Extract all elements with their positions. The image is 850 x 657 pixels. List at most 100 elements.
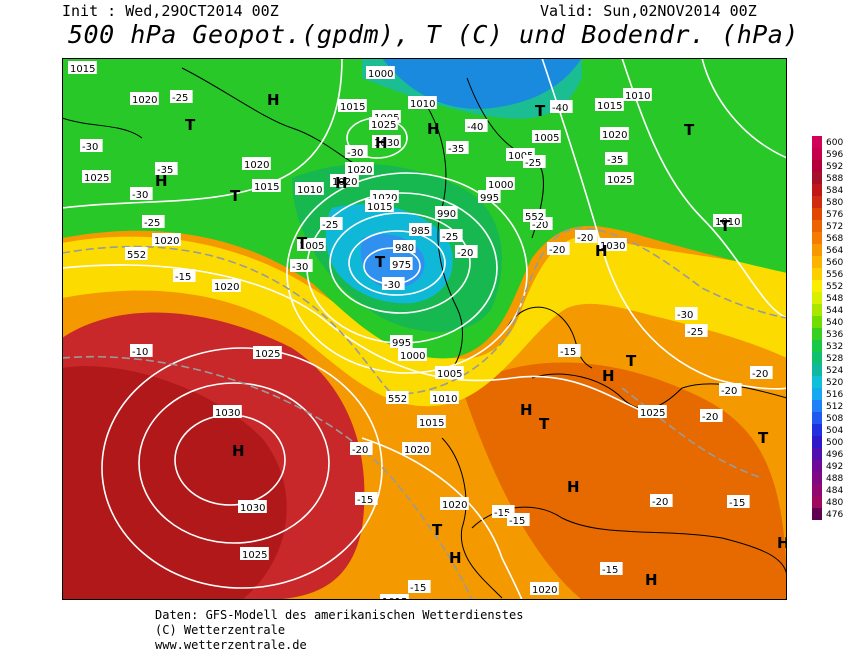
high-pressure-center: H [267, 91, 280, 109]
svg-text:1000: 1000 [488, 180, 513, 191]
svg-text:1010: 1010 [715, 217, 740, 228]
svg-text:-20: -20 [577, 233, 593, 244]
svg-text:1020: 1020 [154, 236, 179, 247]
svg-text:1020: 1020 [244, 160, 269, 171]
svg-text:1010: 1010 [297, 185, 322, 196]
svg-text:1030: 1030 [600, 241, 625, 252]
low-pressure-center: T [432, 521, 443, 539]
credits-website[interactable]: www.wetterzentrale.de [155, 638, 307, 652]
legend-swatch [812, 244, 822, 256]
pressure-label: 995 [390, 335, 413, 349]
low-pressure-center: T [185, 116, 196, 134]
pressure-label: 1030 [598, 238, 627, 252]
svg-text:-25: -25 [442, 232, 458, 243]
legend-value: 552 [826, 282, 843, 292]
high-pressure-center: H [335, 174, 348, 192]
temperature-label: -20 [455, 245, 478, 259]
legend-value: 512 [826, 402, 843, 412]
legend-value: 524 [826, 366, 843, 376]
temperature-label: -15 [558, 344, 581, 358]
legend-swatch [812, 148, 822, 160]
svg-text:-25: -25 [144, 218, 160, 229]
svg-text:1025: 1025 [255, 349, 280, 360]
legend-value: 516 [826, 390, 843, 400]
temperature-label: -15 [408, 580, 431, 594]
high-pressure-center: H [449, 549, 462, 567]
pressure-label: 1025 [253, 346, 282, 360]
pressure-label: 1020 [212, 279, 241, 293]
legend-value: 480 [826, 498, 843, 508]
svg-text:-30: -30 [132, 190, 148, 201]
legend-swatch [812, 172, 822, 184]
legend-swatch [812, 184, 822, 196]
high-pressure-center: H [645, 571, 658, 589]
temperature-label: -30 [290, 259, 313, 273]
legend-value: 500 [826, 438, 843, 448]
pressure-label: 1020 [402, 442, 431, 456]
legend-swatch [812, 160, 822, 172]
low-pressure-center: T [626, 352, 637, 370]
low-pressure-center: T [758, 429, 769, 447]
legend-value: 576 [826, 210, 843, 220]
weather-map: 1020 1015 1005 1010 1000 1025 1030 1020 1020 1020… [62, 58, 787, 600]
svg-text:1010: 1010 [432, 394, 457, 405]
credits-copyright: (C) Wetterzentrale [155, 623, 286, 637]
pressure-label: 1015 [365, 199, 394, 213]
svg-text:1010: 1010 [410, 99, 435, 110]
svg-text:1020: 1020 [404, 445, 429, 456]
legend-swatch [812, 328, 822, 340]
legend-swatch [812, 364, 822, 376]
temperature-label: -20 [547, 242, 570, 256]
high-pressure-center: H [777, 534, 787, 552]
svg-text:-35: -35 [157, 165, 173, 176]
pressure-label: 1020 [530, 582, 559, 596]
svg-text:-15: -15 [175, 272, 191, 283]
legend-swatch [812, 292, 822, 304]
legend-swatch [812, 340, 822, 352]
credits: Daten: GFS-Modell des amerikanischen Wet… [155, 608, 523, 653]
legend-value: 508 [826, 414, 843, 424]
temperature-label: -35 [446, 141, 469, 155]
svg-text:1015: 1015 [254, 182, 279, 193]
pressure-label: 1030 [238, 500, 267, 514]
svg-text:-10: -10 [132, 347, 148, 358]
low-pressure-center: T [720, 217, 731, 235]
svg-text:-15: -15 [410, 583, 426, 594]
legend-value: 544 [826, 306, 843, 316]
legend-swatch [812, 496, 822, 508]
svg-text:552: 552 [127, 250, 146, 261]
low-pressure-center: T [539, 415, 550, 433]
temperature-label: -15 [173, 269, 196, 283]
svg-text:1020: 1020 [532, 585, 557, 596]
legend-value: 528 [826, 354, 843, 364]
temperature-label: -15 [507, 513, 530, 527]
legend-value: 484 [826, 486, 843, 496]
legend-swatch [812, 136, 822, 148]
svg-text:1020: 1020 [132, 95, 157, 106]
svg-text:1030: 1030 [374, 138, 399, 149]
svg-text:-20: -20 [457, 248, 473, 259]
high-pressure-center: H [375, 134, 388, 152]
legend-value: 596 [826, 150, 843, 160]
pressure-label: 1020 [600, 127, 629, 141]
geopotential-labels: 552 552 552 [125, 209, 546, 405]
legend-value: 600 [826, 138, 843, 148]
pressure-label: 1020 [130, 92, 159, 106]
high-pressure-center: H [232, 442, 245, 460]
pressure-label: 1015 [252, 179, 281, 193]
pressure-label: 1020 [242, 157, 271, 171]
pressure-label: 1020 [152, 233, 181, 247]
legend-swatch [812, 424, 822, 436]
temperature-label: -20 [700, 409, 723, 423]
legend-value: 592 [826, 162, 843, 172]
svg-text:-40: -40 [467, 122, 483, 133]
legend-value: 560 [826, 258, 843, 268]
svg-text:1020: 1020 [347, 165, 372, 176]
valid-time: Valid: Sun,02NOV2014 00Z [540, 2, 757, 20]
low-pressure-center: T [375, 253, 386, 271]
svg-text:1025: 1025 [371, 120, 396, 131]
pressure-labels: 1020 1015 1005 1010 1000 1025 1030 1020 1020 1020… [68, 61, 742, 600]
temperature-label: -30 [345, 145, 368, 159]
svg-text:1005: 1005 [299, 241, 324, 252]
svg-text:1030: 1030 [240, 503, 265, 514]
